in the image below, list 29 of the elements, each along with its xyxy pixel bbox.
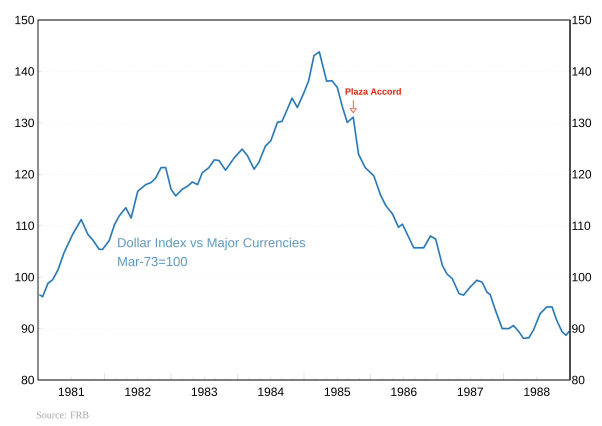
x-tick-label: 1984 <box>258 388 284 396</box>
y2-tick-label: 100 <box>572 272 592 282</box>
x-tick-label: 1987 <box>458 388 483 396</box>
x-tick-label: 1988 <box>524 388 550 396</box>
x-tick-label: 1985 <box>324 388 350 396</box>
y-tick-label: 150 <box>15 16 34 24</box>
x-tick-label: 1983 <box>192 388 218 396</box>
y-tick-label: 80 <box>22 376 34 384</box>
y2-tick-label: 150 <box>572 16 592 24</box>
source-note: Source: FRB <box>36 412 89 418</box>
annotation: Mar-73=100 <box>118 256 188 266</box>
y2-tick-label: 80 <box>572 376 584 384</box>
x-tick-label: 1982 <box>125 388 150 396</box>
line-series <box>38 51 570 340</box>
y-tick-label: 140 <box>15 67 34 76</box>
y2-tick-label: 120 <box>572 170 592 179</box>
y-tick-label: 120 <box>15 170 34 179</box>
y-tick-label: 130 <box>15 118 34 128</box>
y-tick-label: 90 <box>22 324 34 333</box>
y-tick-label: 100 <box>15 272 34 282</box>
y2-tick-label: 90 <box>572 324 584 333</box>
annotation: Plaza Accord <box>346 88 401 95</box>
x-tick-label: 1986 <box>391 388 417 396</box>
y2-tick-label: 140 <box>572 67 592 76</box>
y-tick-label: 110 <box>16 221 34 230</box>
y2-tick-label: 130 <box>572 118 592 128</box>
series-label: Dollar Index vs Major Currencies <box>118 238 306 250</box>
y2-tick-label: 110 <box>572 221 590 230</box>
x-tick-label: 1981 <box>58 388 84 396</box>
